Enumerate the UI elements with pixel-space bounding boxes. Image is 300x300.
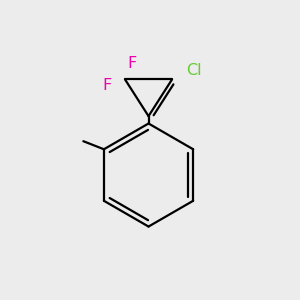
Text: Cl: Cl bbox=[186, 63, 202, 78]
Text: F: F bbox=[128, 56, 137, 70]
Text: F: F bbox=[103, 78, 112, 93]
